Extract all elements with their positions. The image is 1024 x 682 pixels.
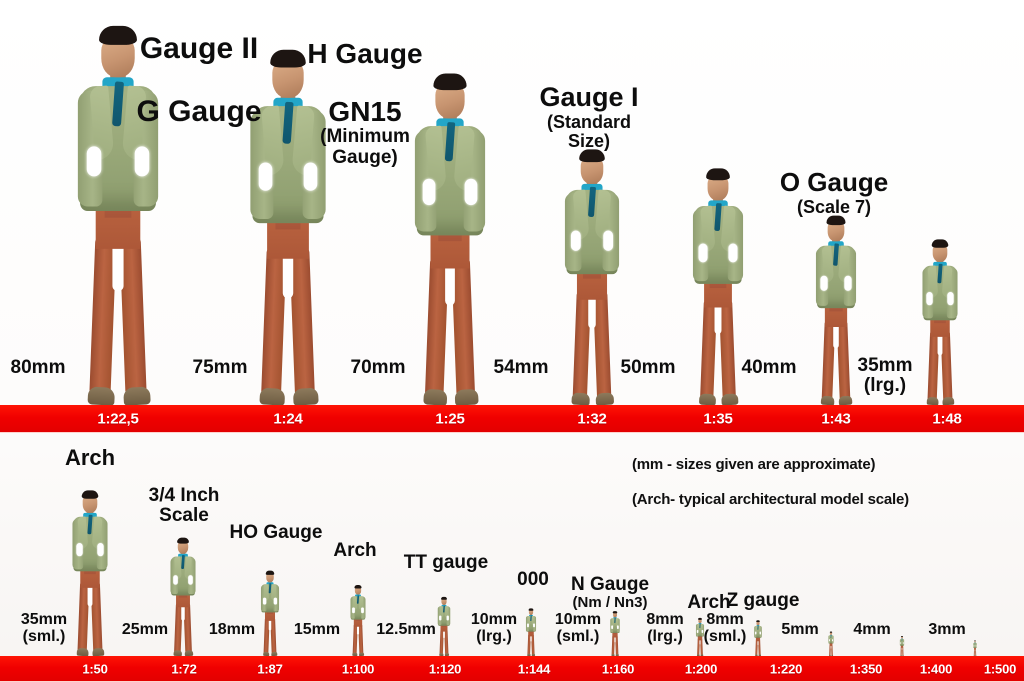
- scale-label-1-160: 1:160: [601, 661, 635, 677]
- scale-bar-top: 1:22,5 1:24 1:25 1:32 1:35 1:43 1:48: [0, 405, 1024, 433]
- gauge-title-note: (Minimum Gauge): [320, 126, 410, 168]
- note-line-1: (mm - sizes given are approximate): [632, 455, 876, 473]
- figure-1-87: [257, 570, 282, 657]
- mm-label-70mm: 70mm: [350, 357, 406, 378]
- figure-1-48: [916, 239, 965, 406]
- mm-label-18mm: 18mm: [208, 621, 256, 638]
- gauge-title-main: O Gauge: [779, 167, 889, 198]
- gauge-title-main: Gauge I: [539, 82, 639, 113]
- scale-label-1-24: 1:24: [273, 410, 303, 428]
- gauge-title-tt-gauge: TT gauge: [403, 552, 489, 573]
- figure-1-100: [348, 584, 369, 657]
- scale-bar-bottom: 1:50 1:72 1:87 1:100 1:120 1:144 1:160 1…: [0, 656, 1024, 682]
- right-arm-gap: [134, 146, 150, 177]
- figure-1-35: [683, 168, 753, 406]
- figure-1-43: [808, 215, 864, 406]
- scale-label-1-350: 1:350: [849, 661, 883, 677]
- mm-label-75mm: 75mm: [192, 357, 248, 378]
- gauge-title-gauge-ii: Gauge II G Gauge: [136, 2, 261, 127]
- gauge-title-sub2: GN15: [328, 96, 402, 128]
- gauge-title-note: (Scale 7): [796, 197, 872, 218]
- figure-1-24: [236, 49, 341, 406]
- gauge-title-gauge-i: Gauge I (Standard Size): [539, 55, 638, 179]
- gauge-title-main: Gauge II: [139, 32, 259, 66]
- gauge-title-three-quarter-inch: 3/4 Inch Scale: [148, 485, 220, 526]
- figure-1-350: [827, 631, 834, 657]
- gauge-title-note: (Standard Size): [546, 112, 631, 152]
- scale-label-1-48: 1:48: [932, 410, 962, 428]
- figure-1-400: [899, 635, 905, 657]
- mm-label-12-5mm: 12.5mm: [376, 621, 436, 638]
- figure-1-25: [401, 73, 499, 406]
- mm-label-8mm-sml: 8mm (sml.): [703, 611, 747, 645]
- gauge-title-000: 000: [517, 569, 549, 590]
- hair: [99, 25, 137, 45]
- mm-label-8mm-lrg: 8mm (lrg.): [646, 611, 684, 645]
- mm-label-40mm: 40mm: [741, 357, 797, 378]
- gauge-title-z-gauge: Z gauge: [726, 590, 800, 611]
- gauge-title-arch-1-50: Arch: [64, 445, 116, 470]
- scale-label-1-43: 1:43: [821, 410, 851, 428]
- mm-label-50mm: 50mm: [620, 357, 676, 378]
- figure-1-32: [554, 149, 629, 406]
- scale-label-1-144: 1:144: [517, 661, 551, 677]
- mm-label-5mm: 5mm: [781, 621, 819, 638]
- mm-label-10mm-sml: 10mm (sml.): [554, 611, 602, 645]
- scale-label-1-50: 1:50: [82, 661, 108, 677]
- figure-1-500: [973, 640, 978, 657]
- mm-label-3mm: 3mm: [928, 621, 966, 638]
- scale-label-1-500: 1:500: [983, 661, 1017, 677]
- figure-1-120: [435, 596, 452, 657]
- left-arm-gap: [86, 146, 102, 177]
- scale-label-1-25: 1:25: [435, 410, 465, 428]
- leg-gap: [112, 244, 124, 292]
- gauge-title-sub2: G Gauge: [136, 94, 262, 128]
- mm-label-54mm: 54mm: [493, 357, 549, 378]
- figure-1-50: [66, 490, 115, 657]
- gauge-title-note: (Nm / Nn3): [572, 593, 648, 611]
- approximation-note: (mm - sizes given are approximate) (Arch…: [632, 438, 909, 526]
- scale-label-1-35: 1:35: [703, 410, 733, 428]
- gauge-title-main: H Gauge: [307, 38, 423, 70]
- gauge-title-ho-gauge: HO Gauge: [229, 522, 323, 543]
- scale-label-1-200: 1:200: [684, 661, 718, 677]
- figure-1-200: [694, 617, 705, 657]
- mm-label-35mm-lrg: 35mm (lrg.): [857, 355, 913, 396]
- right-shoe: [123, 386, 151, 406]
- gauge-title-main: N Gauge: [570, 573, 650, 595]
- scale-label-1-72: 1:72: [171, 661, 197, 677]
- figure-1-144: [524, 608, 538, 657]
- figure-1-160: [608, 611, 621, 657]
- note-line-2: (Arch- typical architectural model scale…: [632, 491, 909, 509]
- scale-label-1-100: 1:100: [341, 661, 375, 677]
- scale-label-1-22-5: 1:22,5: [97, 410, 139, 428]
- scale-label-1-220: 1:220: [769, 661, 803, 677]
- bottom-scale-row-section: Arch 3/4 Inch Scale HO Gauge Arch TT gau…: [0, 433, 1024, 682]
- scale-label-1-400: 1:400: [919, 661, 953, 677]
- mm-label-80mm: 80mm: [10, 357, 66, 378]
- mm-label-25mm: 25mm: [121, 621, 169, 638]
- scale-label-1-87: 1:87: [257, 661, 283, 677]
- gauge-title-arch-1-100: Arch: [333, 540, 377, 561]
- gauge-title-n-gauge: N Gauge (Nm / Nn3): [571, 555, 649, 631]
- mm-label-15mm: 15mm: [293, 621, 341, 638]
- mm-label-10mm-lrg: 10mm (lrg.): [470, 611, 518, 645]
- left-shoe: [87, 386, 116, 406]
- scale-label-1-32: 1:32: [577, 410, 607, 428]
- gauge-title-o-gauge: O Gauge (Scale 7): [780, 142, 888, 244]
- scale-label-1-120: 1:120: [428, 661, 462, 677]
- figure-1-72: [166, 537, 201, 657]
- figure-1-220: [753, 620, 764, 657]
- gauge-title-arch-1-200: Arch: [687, 592, 731, 613]
- mm-label-4mm: 4mm: [853, 621, 891, 638]
- mm-label-35mm-sml: 35mm (sml.): [20, 611, 68, 645]
- top-scale-row-section: Gauge II G Gauge H Gauge GN15 (Minimum G…: [0, 2, 1024, 433]
- gauge-title-h-gauge: H Gauge GN15 (Minimum Gauge): [307, 10, 422, 197]
- figure-1-22-5: [62, 25, 174, 406]
